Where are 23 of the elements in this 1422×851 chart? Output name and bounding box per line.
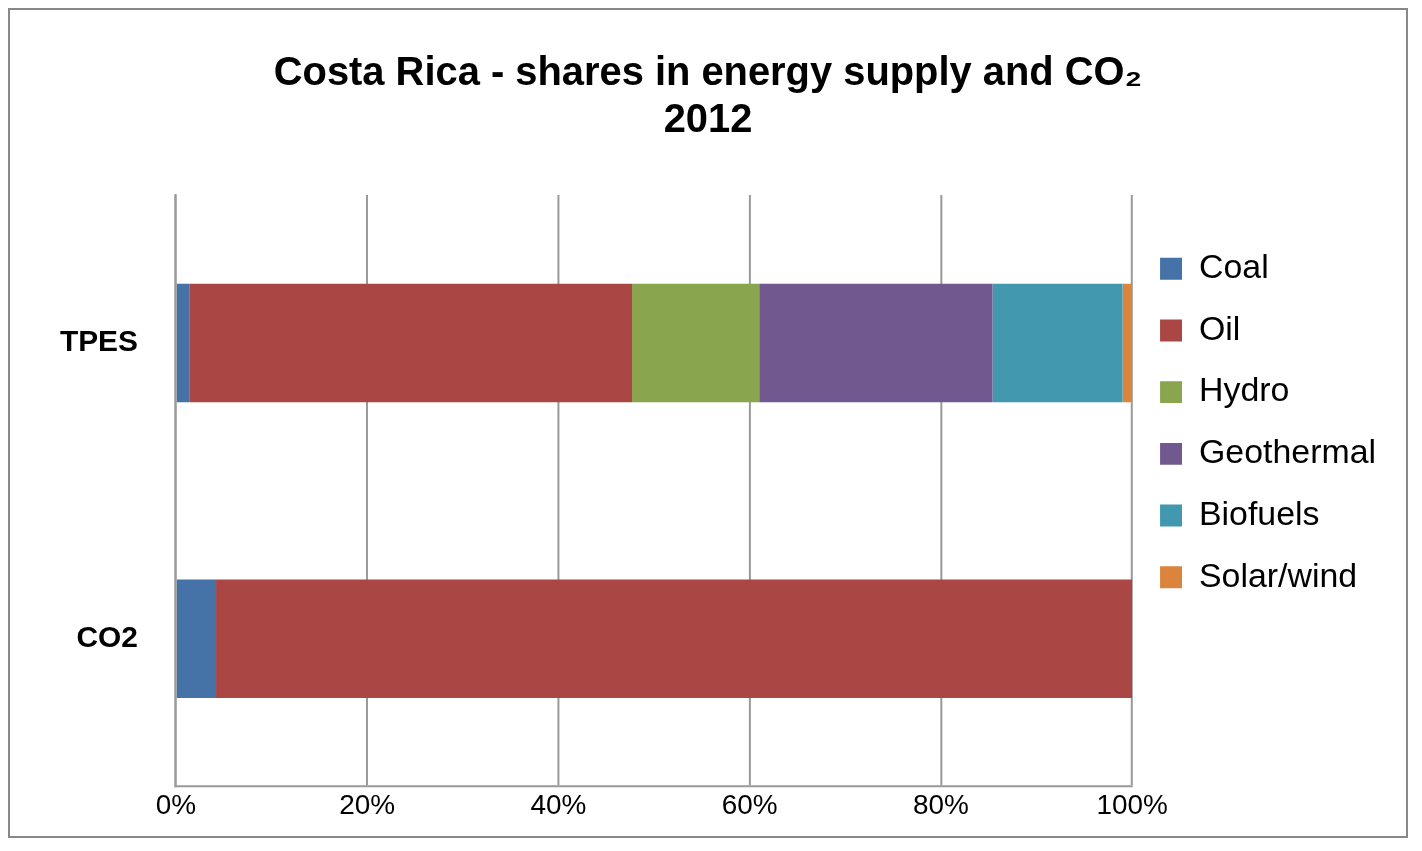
x-tick-label: 0% — [155, 789, 197, 821]
x-tick-label: 60% — [721, 789, 778, 821]
legend-label: Oil — [1198, 308, 1241, 347]
y-tick-label: TPES — [59, 324, 138, 358]
bar — [1122, 283, 1133, 403]
x-tick-label: 80% — [912, 789, 969, 821]
bar — [216, 579, 1133, 698]
x-tick-label: 20% — [339, 789, 396, 821]
bar — [176, 579, 217, 698]
legend-label: Coal — [1198, 247, 1269, 286]
bar — [176, 283, 190, 403]
x-tick-label: 100% — [1096, 789, 1168, 821]
legend-label: Geothermal — [1198, 432, 1377, 471]
legend-label: Solar/wind — [1198, 555, 1358, 594]
legend-label: Hydro — [1198, 370, 1290, 409]
bar — [759, 283, 993, 403]
bar — [992, 283, 1123, 403]
x-tick-label: 40% — [530, 789, 587, 821]
bar — [189, 283, 633, 403]
legend-label: Biofuels — [1198, 493, 1320, 532]
bar — [632, 283, 760, 403]
y-tick-label: CO2 — [76, 620, 138, 653]
chart-title: Costa Rica - shares in energy supply and CO₂ 2012 — [273, 48, 1143, 141]
